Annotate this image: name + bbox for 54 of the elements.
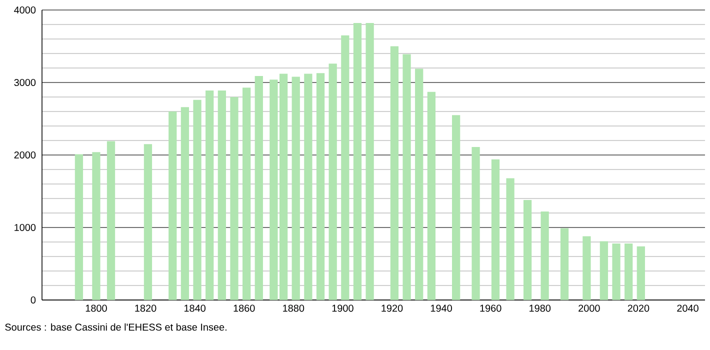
bar [636, 246, 645, 300]
bar [92, 152, 100, 300]
bar [472, 147, 480, 300]
bar [316, 73, 325, 300]
bar [624, 243, 633, 300]
y-tick-label: 2000 [14, 151, 36, 159]
x-tick-label: 2020 [628, 304, 650, 312]
bar [415, 68, 424, 300]
bar [600, 241, 608, 300]
bar [242, 88, 251, 300]
bar [206, 90, 214, 300]
bar [230, 97, 238, 300]
bar [366, 23, 374, 300]
x-tick-label: 1880 [283, 304, 304, 312]
y-tick-label: 3000 [14, 78, 36, 86]
x-tick-label: 2000 [578, 304, 600, 312]
bar [427, 92, 436, 300]
source-note: Sources : base Cassini de l'EHESS et base Insee. [5, 323, 226, 331]
x-tick-label: 1940 [430, 304, 452, 312]
y-tick-label: 4000 [14, 6, 36, 14]
bar [106, 141, 116, 300]
bar [353, 23, 362, 300]
bar [523, 200, 532, 300]
bar [168, 112, 177, 300]
x-tick-label: 1920 [382, 304, 403, 312]
bar [254, 76, 263, 300]
bar [144, 144, 152, 300]
x-tick-label: 1820 [135, 304, 156, 312]
bar [506, 178, 514, 300]
x-tick-label: 2040 [677, 304, 698, 312]
x-tick-label: 1800 [86, 304, 107, 312]
bar [193, 100, 202, 300]
bar [292, 76, 300, 300]
bar [180, 107, 190, 300]
bar [218, 90, 226, 300]
bar [540, 212, 549, 300]
x-tick-label: 1860 [234, 304, 255, 312]
bar [491, 159, 500, 300]
y-tick-label: 0 [30, 296, 36, 304]
x-tick-label: 1840 [184, 304, 206, 312]
y-tick-label: 1000 [14, 224, 36, 232]
bar [582, 236, 591, 300]
bar [74, 154, 84, 300]
bar [560, 228, 569, 300]
bar [304, 74, 312, 300]
bar [612, 243, 620, 300]
x-tick-label: 1900 [332, 304, 354, 312]
x-tick-label: 1980 [530, 304, 551, 312]
bar [328, 64, 337, 300]
bar [390, 46, 399, 300]
bar [341, 35, 350, 300]
x-tick-label: 1960 [480, 304, 502, 312]
bar [452, 115, 460, 300]
bar [402, 54, 411, 300]
